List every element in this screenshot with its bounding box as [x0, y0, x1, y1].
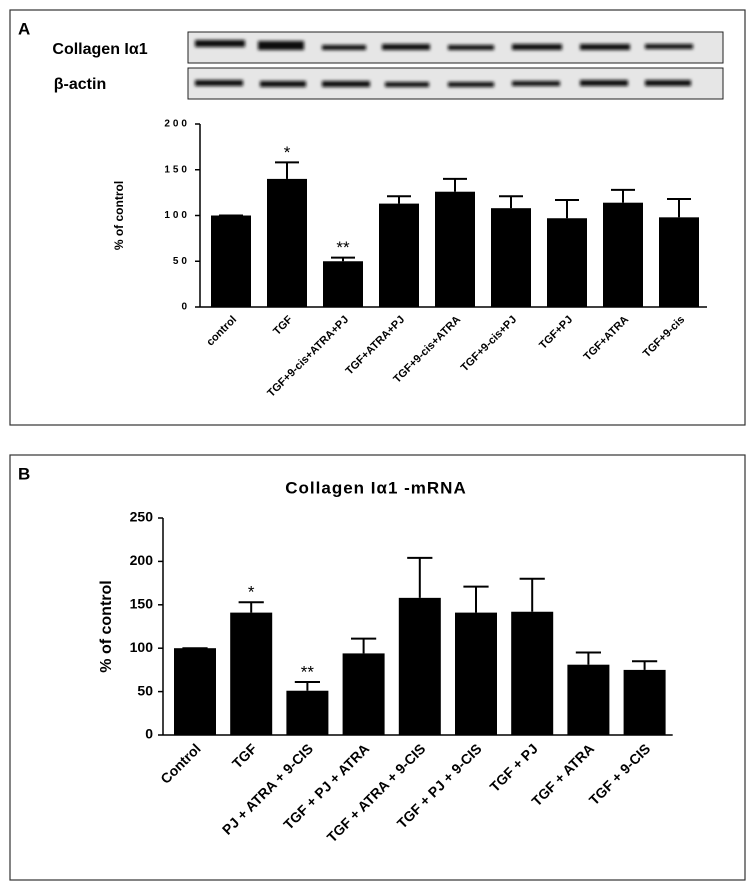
bar [211, 215, 251, 307]
significance-label: ** [301, 663, 315, 682]
bar [342, 653, 385, 735]
y-tick-label: 150 [164, 164, 190, 175]
bar [435, 191, 475, 307]
y-tick-label: 50 [173, 256, 190, 267]
bar [230, 612, 273, 735]
y-tick-label: 100 [164, 210, 190, 221]
x-tick-label: TGF+ATRA [582, 314, 632, 364]
panel-frame [9, 454, 746, 881]
y-tick-label: 100 [130, 639, 154, 655]
bar [267, 178, 307, 307]
x-tick-label: TGF + PJ [486, 740, 541, 795]
blot-label: Collagen Iα1 [52, 41, 147, 58]
bar [659, 217, 699, 307]
blot-label: β-actin [54, 76, 106, 93]
x-tick-label: TGF+PJ [537, 314, 575, 352]
bar [379, 203, 419, 307]
y-tick-label: 0 [181, 302, 190, 313]
bar [286, 690, 329, 735]
x-tick-label: TGF+ATRA+PJ [344, 314, 408, 378]
y-axis-label: % of control [98, 580, 115, 672]
bar [491, 208, 531, 307]
bar [511, 611, 554, 735]
x-tick-label: TGF+9-cis [641, 314, 687, 360]
y-axis-label: % of control [112, 181, 126, 250]
x-tick-label: control [204, 314, 239, 349]
chart-title: Collagen Iα1 -mRNA [285, 478, 466, 497]
significance-label: ** [336, 238, 350, 257]
bar [323, 261, 363, 307]
bar [547, 218, 587, 307]
western-blot [187, 31, 724, 100]
y-tick-label: 200 [164, 119, 190, 130]
significance-label: * [284, 143, 291, 162]
x-tick-label: TGF+9-cis+PJ [459, 314, 519, 374]
bar [455, 612, 497, 735]
significance-label: * [248, 583, 255, 602]
x-tick-label: TGF [229, 740, 260, 771]
bar [174, 648, 216, 735]
bar [623, 669, 666, 735]
panel-label: A [18, 19, 30, 38]
y-tick-label: 250 [130, 509, 154, 525]
bar [567, 664, 610, 735]
panel-frame [9, 9, 746, 426]
bar [603, 202, 643, 307]
x-tick-label: Control [157, 740, 204, 787]
y-tick-label: 150 [130, 596, 154, 612]
y-tick-label: 0 [145, 726, 153, 742]
x-tick-label: TGF + ATRA + 9-CIS [324, 740, 429, 845]
x-tick-label: TGF [271, 313, 295, 337]
y-tick-label: 200 [130, 552, 154, 568]
bar [398, 597, 441, 735]
y-tick-label: 50 [137, 682, 153, 698]
panel-label: B [18, 464, 30, 483]
